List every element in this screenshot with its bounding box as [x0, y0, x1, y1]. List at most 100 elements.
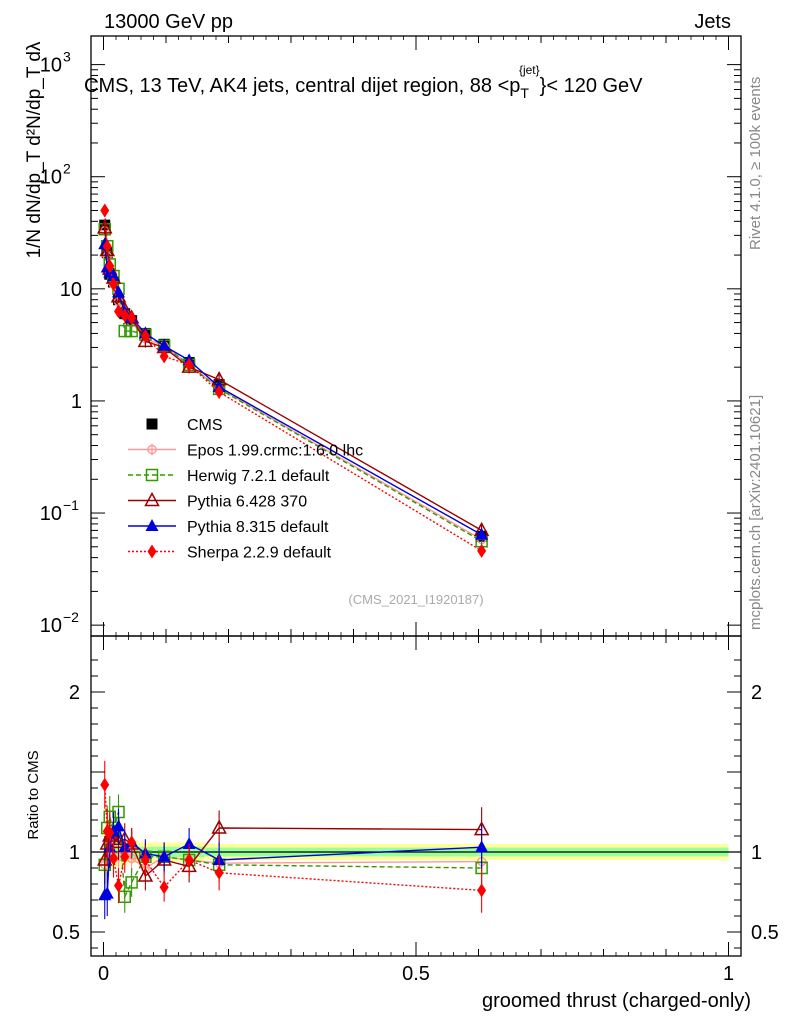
legend-marker	[145, 468, 159, 482]
data-point	[127, 310, 137, 325]
ratio-tick-label: 2	[69, 682, 80, 704]
legend-entry: Epos 1.99.crmc:1.6.0 lhc	[128, 443, 363, 460]
legend-entry: Sherpa 2.2.9 default	[128, 544, 332, 562]
ratio-tick-label-right: 1	[751, 842, 762, 864]
data-point	[96, 219, 113, 234]
y-tick-label: 1	[71, 391, 82, 413]
legend-label: Pythia 8.315 default	[187, 519, 329, 536]
data-point	[214, 385, 224, 400]
legend-label: Pythia 6.428 370	[187, 494, 307, 511]
ratio-point	[100, 777, 110, 792]
y-tick-exponent: −2	[63, 609, 79, 625]
upper-panel-marks	[96, 203, 490, 558]
title-prefix: CMS, 13 TeV, AK4 jets, central dijet reg…	[84, 75, 520, 97]
y-tick-exponent: 2	[63, 161, 71, 177]
data-point	[107, 269, 120, 282]
data-point	[184, 357, 194, 372]
series-line	[104, 227, 482, 532]
ratio-point	[114, 878, 123, 893]
ratio-point	[477, 883, 487, 898]
ratio-point	[137, 867, 154, 882]
title-subscript: T	[520, 85, 529, 101]
ratio-point	[159, 880, 169, 895]
data-point	[99, 241, 116, 257]
analysis-id: (CMS_2021_I1920187)	[348, 592, 483, 607]
x-tick-label: 0.5	[402, 963, 430, 985]
legend-label: Herwig 7.2.1 default	[187, 468, 330, 485]
mcplots-label: mcplots.cern.ch [arXiv:2401.10621]	[747, 395, 764, 630]
data-point	[475, 527, 489, 540]
x-tick-label: 0	[98, 963, 109, 985]
legend-marker	[146, 418, 158, 430]
legend-entry: Pythia 8.315 default	[128, 519, 329, 536]
data-point	[159, 349, 169, 364]
data-point	[125, 324, 138, 338]
ratio-point	[96, 851, 113, 866]
y-axis-label: 1/N dN/dp_T d²N/dp_T dλ	[24, 41, 45, 258]
y-tick-exponent: 3	[63, 49, 71, 65]
title-superscript: {jet}	[519, 63, 540, 77]
ratio-point	[214, 865, 224, 880]
ratio-point	[110, 833, 127, 849]
ratio-point	[140, 853, 150, 867]
data-point	[100, 203, 110, 218]
ratio-series-5	[100, 760, 487, 913]
ratio-axis-label: Ratio to CMS	[25, 750, 42, 839]
legend-label: Epos 1.99.crmc:1.6.0 lhc	[187, 443, 363, 460]
legend: CMS Epos 1.99.crmc:1.6.0 lhc Herwig 7.2.1 …	[128, 417, 363, 562]
series-3	[96, 219, 490, 537]
ratio-panel-bands	[91, 826, 741, 878]
ratio-point	[475, 840, 489, 853]
ratio-point	[125, 876, 138, 889]
legend-entry: Pythia 6.428 370	[128, 491, 307, 511]
x-tick-label: 1	[723, 963, 734, 985]
ratio-point	[105, 825, 115, 840]
ratio-line	[104, 784, 482, 892]
legend-label: CMS	[187, 417, 223, 434]
ratio-tick-label: 0.5	[52, 922, 80, 944]
y-tick-label: 10	[40, 167, 62, 189]
ratio-point	[112, 819, 125, 832]
y-tick-exponent: −1	[63, 497, 79, 513]
energy-label: 13000 GeV pp	[104, 11, 233, 33]
ratio-point	[127, 835, 137, 850]
ratio-point	[118, 890, 131, 904]
series-5	[100, 203, 487, 558]
data-point	[120, 308, 130, 323]
legend-marker	[144, 491, 160, 507]
x-axis-label: groomed thrust (charged-only)	[482, 990, 751, 1012]
rivet-label: Rivet 4.1.0, ≥ 100k events	[747, 77, 764, 250]
ratio-point	[120, 849, 130, 864]
y-tick-label: 10	[40, 55, 62, 77]
ratio-tick-label: 1	[69, 842, 80, 864]
legend-entry: CMS	[146, 417, 223, 434]
legend-marker	[145, 519, 159, 531]
data-point	[105, 258, 115, 273]
legend-label: Sherpa 2.2.9 default	[187, 545, 332, 562]
title-suffix: }< 120 GeV	[540, 75, 644, 97]
legend-entry: Herwig 7.2.1 default	[128, 468, 330, 485]
ratio-frame	[90, 635, 742, 957]
data-point	[157, 338, 171, 351]
ratio-tick-label-right: 2	[751, 682, 762, 704]
ratio-point	[100, 886, 114, 899]
plot-title: CMS, 13 TeV, AK4 jets, central dijet reg…	[84, 63, 643, 101]
ratio-point	[184, 853, 194, 867]
ratio-series-4	[98, 808, 489, 920]
series-line	[104, 244, 482, 536]
y-tick-label: 10	[40, 615, 62, 637]
legend-marker	[147, 544, 157, 559]
data-point	[102, 239, 112, 254]
category-label: Jets	[694, 11, 731, 33]
ratio-tick-label-right: 0.5	[751, 922, 779, 944]
ratio-line	[104, 811, 482, 900]
ratio-point	[109, 851, 118, 866]
ratio-point	[157, 849, 171, 862]
ratio-point	[182, 837, 196, 849]
ratio-point	[211, 819, 227, 834]
data-point	[109, 277, 118, 292]
ratio-panel-marks	[96, 760, 490, 920]
y-tick-label: 10	[60, 279, 82, 301]
